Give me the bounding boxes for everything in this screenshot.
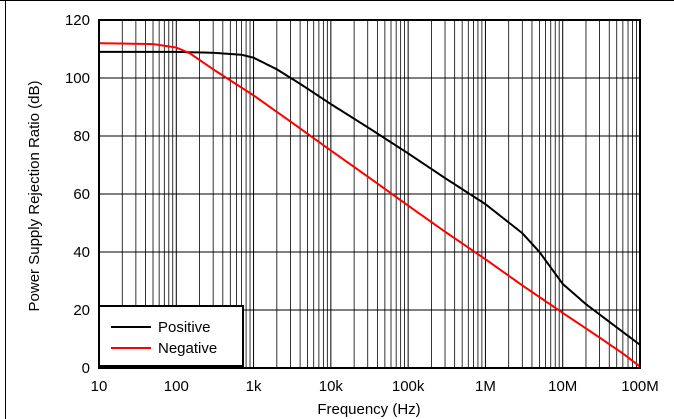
x-tick-label: 10k (319, 378, 344, 395)
legend-box (98, 305, 244, 367)
y-tick-label: 100 (65, 70, 90, 87)
y-tick-labels: 0 20 40 60 80 100 120 (65, 12, 90, 377)
x-tick-label: 10 (91, 378, 108, 395)
x-tick-labels: 10 100 1k 10k 100k 1M 10M 100M (91, 378, 659, 395)
x-tick-label: 10M (548, 378, 577, 395)
x-tick-label: 100M (621, 378, 659, 395)
x-tick-label: 1M (475, 378, 496, 395)
y-tick-label: 40 (73, 244, 90, 261)
series-lines (98, 42, 641, 368)
series-line-positive (99, 50, 641, 346)
y-axis-label: Power Supply Rejection Ratio (dB) (26, 81, 43, 312)
plot-area-frame (98, 19, 641, 369)
series-line-negative (98, 42, 641, 368)
y-tick-label: 80 (73, 128, 90, 145)
y-tick-label: 120 (65, 12, 90, 29)
legend: Positive Negative (98, 305, 244, 367)
x-tick-label: 1k (246, 378, 262, 395)
y-tick-label: 0 (82, 360, 90, 377)
x-tick-label: 100k (392, 378, 425, 395)
legend-label-negative: Negative (158, 340, 217, 357)
y-tick-label: 60 (73, 186, 90, 203)
y-tick-label: 20 (73, 302, 90, 319)
x-axis-label: Frequency (Hz) (317, 401, 420, 418)
legend-label-positive: Positive (158, 319, 211, 336)
x-tick-label: 100 (164, 378, 189, 395)
